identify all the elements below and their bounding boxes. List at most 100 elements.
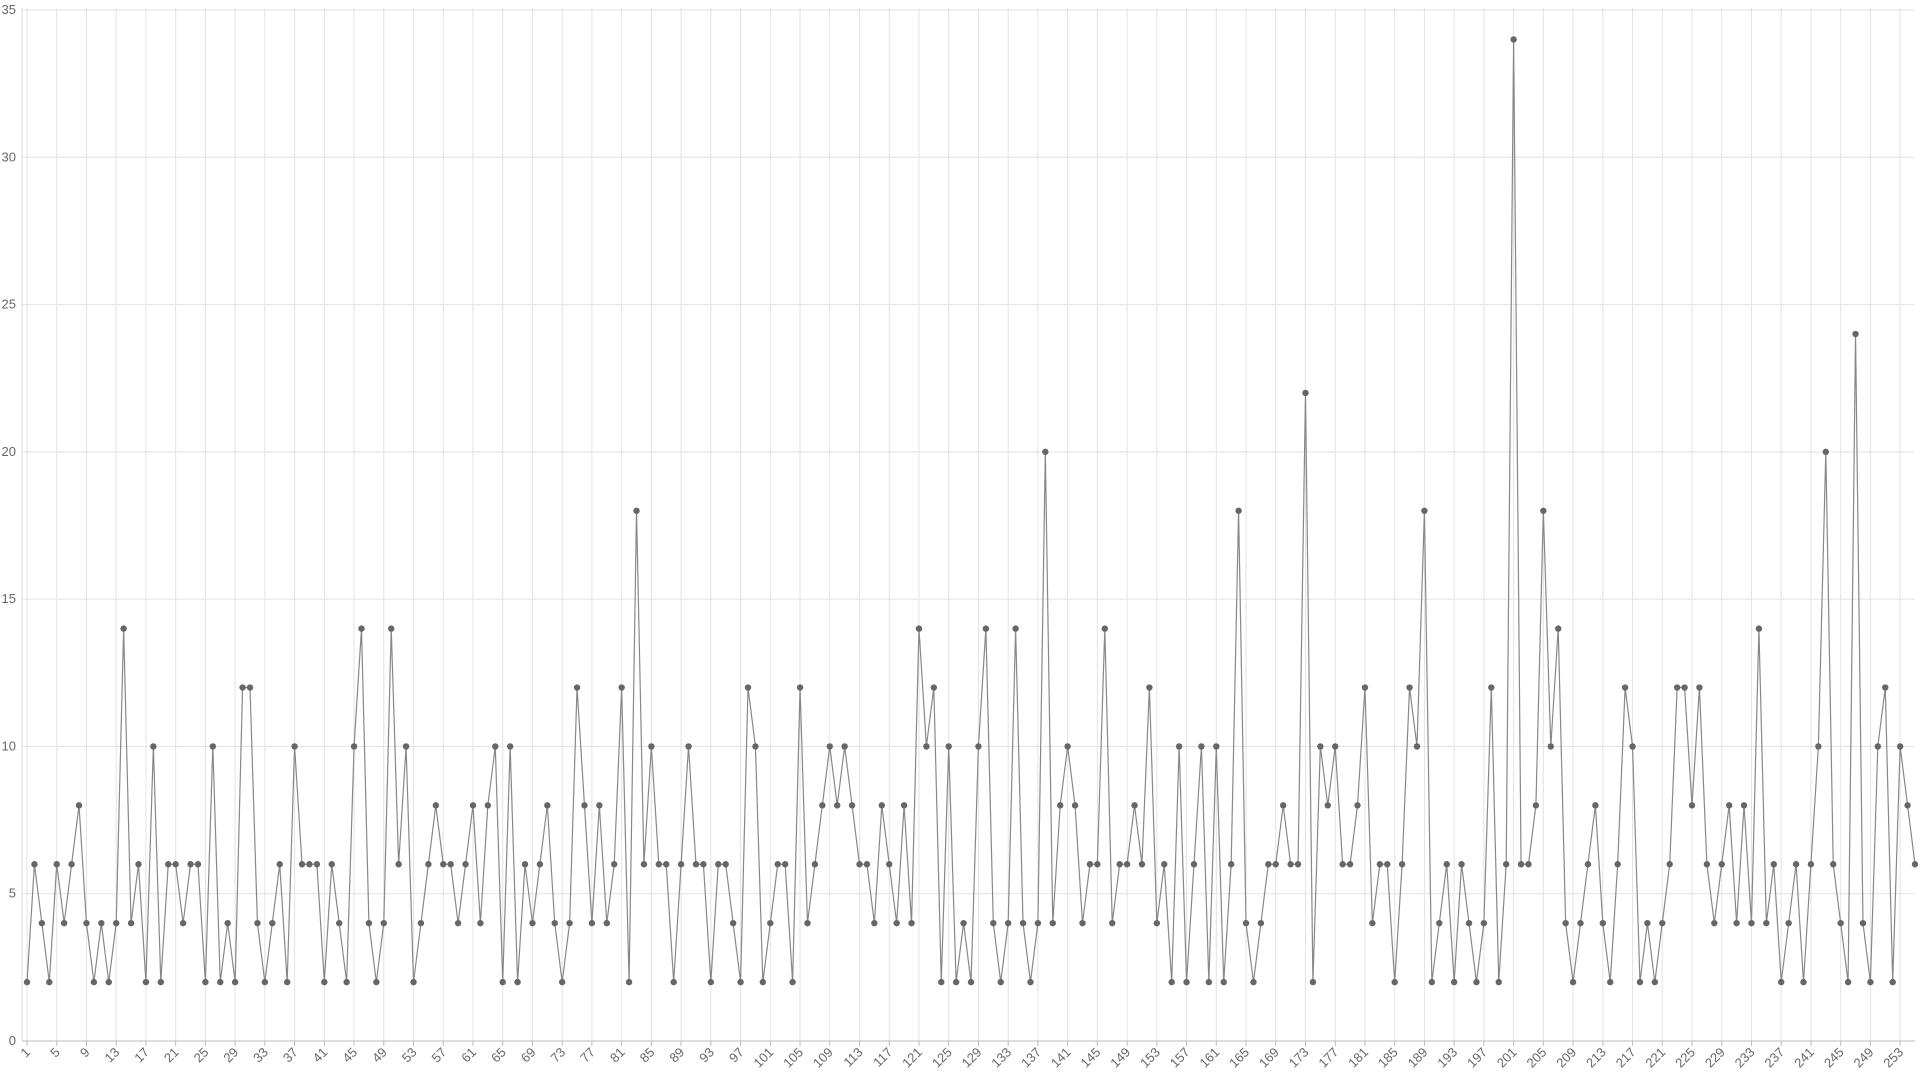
x-tick-label: 253: [1880, 1045, 1906, 1071]
data-point: [410, 978, 417, 986]
x-tick-label: 245: [1821, 1045, 1847, 1071]
data-point: [856, 861, 863, 868]
x-tick-label: 69: [518, 1045, 539, 1066]
data-point: [506, 743, 514, 750]
data-point: [558, 978, 566, 986]
data-point: [566, 919, 573, 927]
x-tick-label: 229: [1702, 1045, 1728, 1071]
data-point: [1473, 978, 1480, 986]
data-point: [1012, 625, 1019, 632]
data-point: [521, 861, 529, 868]
data-point: [1391, 978, 1398, 986]
data-point: [179, 919, 187, 927]
data-point: [670, 978, 677, 986]
data-point: [729, 919, 737, 927]
data-point: [1346, 861, 1354, 868]
data-point: [165, 861, 172, 868]
data-point: [127, 919, 135, 927]
data-point: [313, 861, 321, 868]
data-point: [841, 743, 848, 750]
data-point: [1778, 978, 1785, 986]
data-point: [938, 978, 945, 986]
data-point: [1592, 802, 1599, 809]
data-point: [1079, 919, 1086, 927]
data-point: [276, 861, 283, 868]
data-point: [1027, 978, 1034, 986]
data-point: [1094, 861, 1101, 868]
data-point: [1049, 919, 1056, 927]
data-point: [1807, 861, 1815, 868]
data-point: [1629, 743, 1636, 750]
x-tick-label: 9: [77, 1045, 93, 1061]
data-point: [1725, 802, 1733, 809]
y-tick-label: 15: [2, 591, 16, 606]
data-point: [1190, 861, 1198, 868]
data-point: [923, 743, 930, 750]
data-point: [328, 861, 335, 868]
y-tick-label: 35: [2, 2, 16, 17]
data-point: [1004, 919, 1012, 927]
data-point: [975, 743, 982, 750]
data-point: [1421, 507, 1428, 514]
x-tick-label: 17: [131, 1045, 152, 1066]
data-point: [990, 919, 997, 927]
data-point: [908, 919, 915, 927]
data-point: [1257, 919, 1265, 927]
data-point: [1109, 919, 1116, 927]
data-point: [1882, 684, 1889, 691]
data-point: [1019, 919, 1027, 927]
data-point: [588, 919, 596, 927]
data-point: [1161, 861, 1168, 868]
data-point: [1755, 625, 1763, 632]
data-point: [1443, 861, 1450, 868]
data-point: [157, 978, 164, 986]
data-point: [781, 861, 789, 868]
data-point: [1540, 507, 1547, 514]
data-point: [1867, 978, 1874, 986]
data-point: [848, 802, 856, 809]
x-tick-label: 65: [488, 1045, 509, 1066]
data-point: [1175, 743, 1183, 750]
data-point: [544, 802, 551, 809]
data-point: [967, 978, 975, 986]
data-point: [1763, 919, 1770, 927]
data-point: [573, 684, 581, 691]
data-point: [231, 978, 239, 986]
data-point: [432, 802, 440, 809]
data-point: [1272, 861, 1279, 868]
data-point: [1621, 684, 1629, 691]
data-point: [239, 684, 246, 691]
x-tick-label: 57: [429, 1045, 450, 1066]
data-point: [1168, 978, 1175, 986]
data-point: [529, 919, 536, 927]
data-point: [365, 919, 373, 927]
data-point: [700, 861, 707, 868]
data-point: [945, 743, 952, 750]
data-point: [1800, 978, 1807, 986]
x-tick-label: 237: [1761, 1045, 1787, 1071]
data-point: [1688, 802, 1696, 809]
data-point: [871, 919, 878, 927]
data-point: [915, 625, 923, 632]
data-point: [997, 978, 1004, 986]
data-point: [603, 919, 610, 927]
x-tick-label: 181: [1345, 1045, 1371, 1071]
data-point: [811, 861, 819, 868]
data-point: [350, 743, 358, 750]
data-point: [1361, 684, 1369, 691]
data-point: [1131, 802, 1138, 809]
data-point: [1651, 978, 1659, 986]
data-point: [1733, 919, 1740, 927]
data-point: [477, 919, 484, 927]
data-point: [484, 802, 492, 809]
data-point: [440, 861, 447, 868]
x-tick-label: 233: [1732, 1045, 1758, 1071]
x-tick-label: 1: [17, 1045, 33, 1061]
data-point: [1235, 507, 1242, 514]
data-point: [1644, 919, 1651, 927]
data-point: [878, 802, 886, 809]
data-point: [819, 802, 826, 809]
data-point: [767, 919, 774, 927]
data-point: [1659, 919, 1666, 927]
